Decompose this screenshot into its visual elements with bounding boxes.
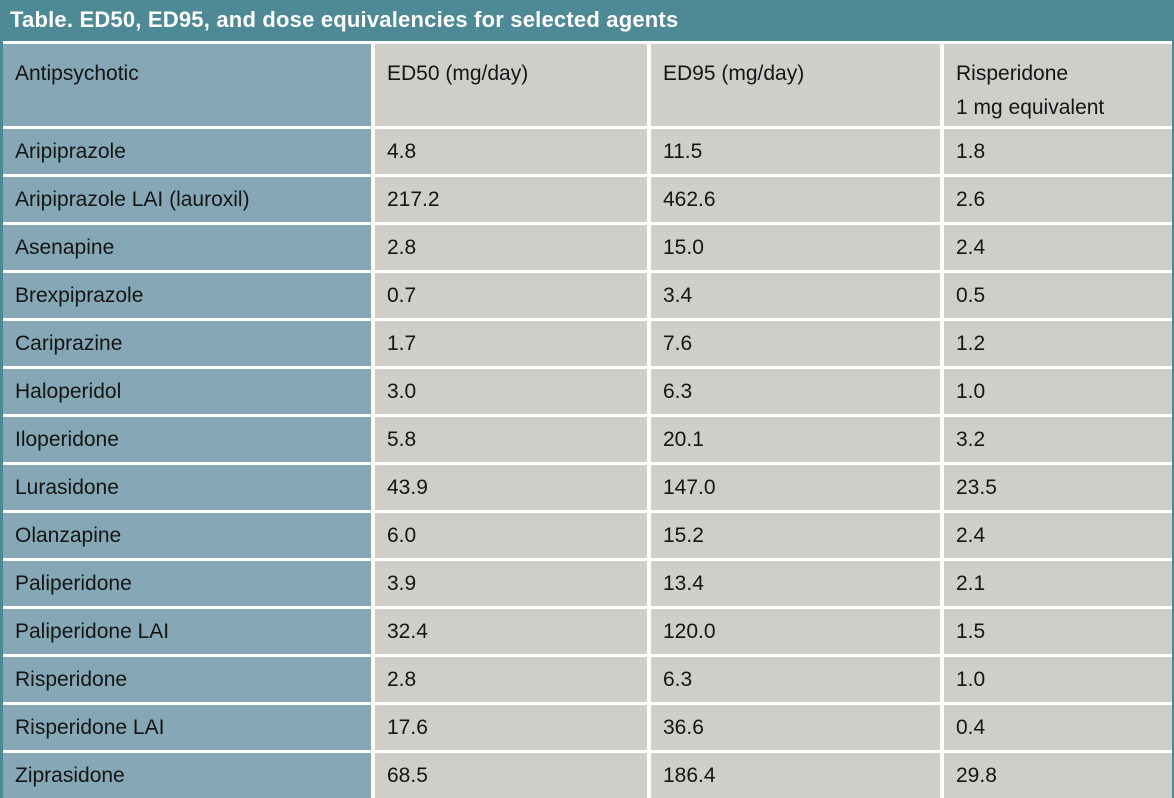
ed50-cell: 17.6 xyxy=(375,705,647,750)
ed95-cell: 36.6 xyxy=(651,705,940,750)
risperidone-eq-cell: 2.1 xyxy=(944,561,1172,606)
risperidone-eq-cell: 2.4 xyxy=(944,513,1172,558)
agent-cell: Paliperidone xyxy=(3,561,371,606)
ed50-cell: 43.9 xyxy=(375,465,647,510)
ed95-cell: 15.2 xyxy=(651,513,940,558)
risperidone-eq-cell: 29.8 xyxy=(944,753,1172,798)
risperidone-eq-cell: 0.4 xyxy=(944,705,1172,750)
header-risperidone-line1: Risperidone xyxy=(956,62,1069,85)
agent-cell: Paliperidone LAI xyxy=(3,609,371,654)
agent-cell: Brexpiprazole xyxy=(3,273,371,318)
table-row: Risperidone 2.8 6.3 1.0 xyxy=(3,657,1172,702)
agent-cell: Ziprasidone xyxy=(3,753,371,798)
header-ed50: ED50 (mg/day) xyxy=(375,44,647,126)
header-antipsychotic: Antipsychotic xyxy=(3,44,371,126)
risperidone-eq-cell: 23.5 xyxy=(944,465,1172,510)
agent-cell: Aripiprazole LAI (lauroxil) xyxy=(3,177,371,222)
agent-cell: Risperidone xyxy=(3,657,371,702)
header-risperidone-line2: 1 mg equivalent xyxy=(956,96,1105,120)
ed95-cell: 3.4 xyxy=(651,273,940,318)
table-body: Antipsychotic ED50 (mg/day) ED95 (mg/day… xyxy=(0,41,1174,798)
risperidone-eq-cell: 1.0 xyxy=(944,369,1172,414)
table-row: Asenapine 2.8 15.0 2.4 xyxy=(3,225,1172,270)
ed95-cell: 462.6 xyxy=(651,177,940,222)
risperidone-eq-cell: 2.4 xyxy=(944,225,1172,270)
risperidone-eq-cell: 2.6 xyxy=(944,177,1172,222)
ed50-cell: 4.8 xyxy=(375,129,647,174)
agent-cell: Olanzapine xyxy=(3,513,371,558)
agent-cell: Iloperidone xyxy=(3,417,371,462)
ed50-cell: 3.0 xyxy=(375,369,647,414)
header-risperidone-equivalent: Risperidone 1 mg equivalent xyxy=(944,44,1172,126)
agent-cell: Aripiprazole xyxy=(3,129,371,174)
ed95-cell: 20.1 xyxy=(651,417,940,462)
ed95-cell: 147.0 xyxy=(651,465,940,510)
risperidone-eq-cell: 1.2 xyxy=(944,321,1172,366)
table-row: Haloperidol 3.0 6.3 1.0 xyxy=(3,369,1172,414)
ed50-cell: 2.8 xyxy=(375,657,647,702)
ed95-cell: 13.4 xyxy=(651,561,940,606)
ed95-cell: 120.0 xyxy=(651,609,940,654)
ed95-cell: 6.3 xyxy=(651,657,940,702)
table-row: Risperidone LAI 17.6 36.6 0.4 xyxy=(3,705,1172,750)
ed95-cell: 6.3 xyxy=(651,369,940,414)
risperidone-eq-cell: 1.0 xyxy=(944,657,1172,702)
ed50-cell: 217.2 xyxy=(375,177,647,222)
risperidone-eq-cell: 1.8 xyxy=(944,129,1172,174)
ed50-cell: 0.7 xyxy=(375,273,647,318)
table-row: Paliperidone 3.9 13.4 2.1 xyxy=(3,561,1172,606)
ed50-cell: 3.9 xyxy=(375,561,647,606)
ed95-cell: 186.4 xyxy=(651,753,940,798)
ed95-cell: 11.5 xyxy=(651,129,940,174)
table-row: Aripiprazole LAI (lauroxil) 217.2 462.6 … xyxy=(3,177,1172,222)
risperidone-eq-cell: 3.2 xyxy=(944,417,1172,462)
agent-cell: Lurasidone xyxy=(3,465,371,510)
agent-cell: Risperidone LAI xyxy=(3,705,371,750)
table-row: Olanzapine 6.0 15.2 2.4 xyxy=(3,513,1172,558)
risperidone-eq-cell: 1.5 xyxy=(944,609,1172,654)
table-row: Aripiprazole 4.8 11.5 1.8 xyxy=(3,129,1172,174)
table-title: Table. ED50, ED95, and dose equivalencie… xyxy=(0,0,1174,41)
table-row: Iloperidone 5.8 20.1 3.2 xyxy=(3,417,1172,462)
table-row: Ziprasidone 68.5 186.4 29.8 xyxy=(3,753,1172,798)
table-row: Paliperidone LAI 32.4 120.0 1.5 xyxy=(3,609,1172,654)
ed50-cell: 32.4 xyxy=(375,609,647,654)
header-ed95: ED95 (mg/day) xyxy=(651,44,940,126)
ed50-cell: 6.0 xyxy=(375,513,647,558)
table-row: Brexpiprazole 0.7 3.4 0.5 xyxy=(3,273,1172,318)
agent-cell: Cariprazine xyxy=(3,321,371,366)
ed95-cell: 7.6 xyxy=(651,321,940,366)
table-row: Lurasidone 43.9 147.0 23.5 xyxy=(3,465,1172,510)
ed50-cell: 1.7 xyxy=(375,321,647,366)
risperidone-eq-cell: 0.5 xyxy=(944,273,1172,318)
ed50-cell: 68.5 xyxy=(375,753,647,798)
agent-cell: Asenapine xyxy=(3,225,371,270)
ed95-cell: 15.0 xyxy=(651,225,940,270)
header-row: Antipsychotic ED50 (mg/day) ED95 (mg/day… xyxy=(3,44,1172,126)
agent-cell: Haloperidol xyxy=(3,369,371,414)
ed50-cell: 5.8 xyxy=(375,417,647,462)
ed50-cell: 2.8 xyxy=(375,225,647,270)
table-row: Cariprazine 1.7 7.6 1.2 xyxy=(3,321,1172,366)
